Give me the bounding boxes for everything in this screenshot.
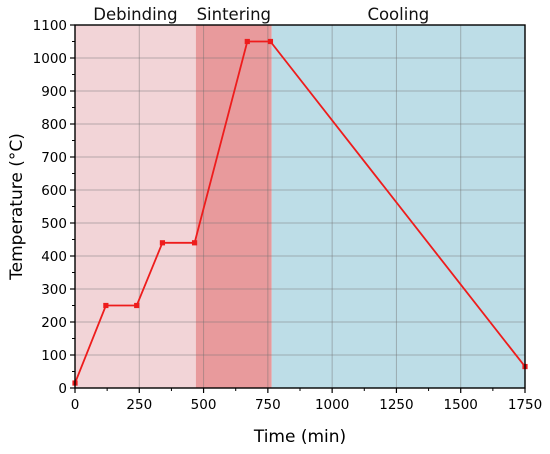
phase-band [195,25,272,388]
y-tick-label: 700 [41,150,67,166]
y-tick-label: 100 [41,348,67,364]
data-point [159,240,166,246]
data-point [267,38,274,45]
y-tick-label: 300 [41,282,67,298]
y-tick-label: 900 [41,84,67,100]
phase-band [75,25,196,388]
y-tick-label: 500 [41,216,67,232]
axis-ticks [70,24,526,393]
data-point [244,38,250,45]
y-tick-label: 0 [58,381,67,397]
phase-labels: Debinding Sintering Cooling [93,5,429,24]
y-tick-label: 600 [41,183,67,199]
x-tick-label: 250 [126,397,152,413]
x-axis-title: Time (min) [253,427,346,447]
y-axis-title: Temperature (°C) [7,133,27,281]
series-line [74,40,526,384]
x-tick-label: 500 [191,397,217,413]
y-tick-label: 800 [41,117,67,133]
phase-label: Cooling [367,5,429,24]
grid-lines [75,25,525,388]
x-tick-label: 1000 [315,397,349,413]
phase-label: Debinding [93,5,177,24]
y-tick-label: 400 [41,249,67,265]
x-tick-label: 1500 [444,397,478,413]
y-tick-label: 1000 [33,51,67,67]
y-tick-label: 1100 [33,18,67,34]
y-tick-label: 200 [41,315,67,331]
data-point [103,302,109,309]
tick-labels: 0 250 500 750 1000 1250 1500 1750 0 100 200 300 400 5… [33,18,543,413]
phase-bands [75,25,525,388]
data-point [134,302,140,309]
data-point [191,240,198,246]
x-tick-label: 1250 [379,397,413,413]
phase-label: Sintering [197,5,271,24]
x-tick-label: 750 [255,397,281,413]
x-tick-label: 1750 [508,397,542,413]
x-tick-label: 0 [71,397,80,413]
phase-band [271,25,525,388]
